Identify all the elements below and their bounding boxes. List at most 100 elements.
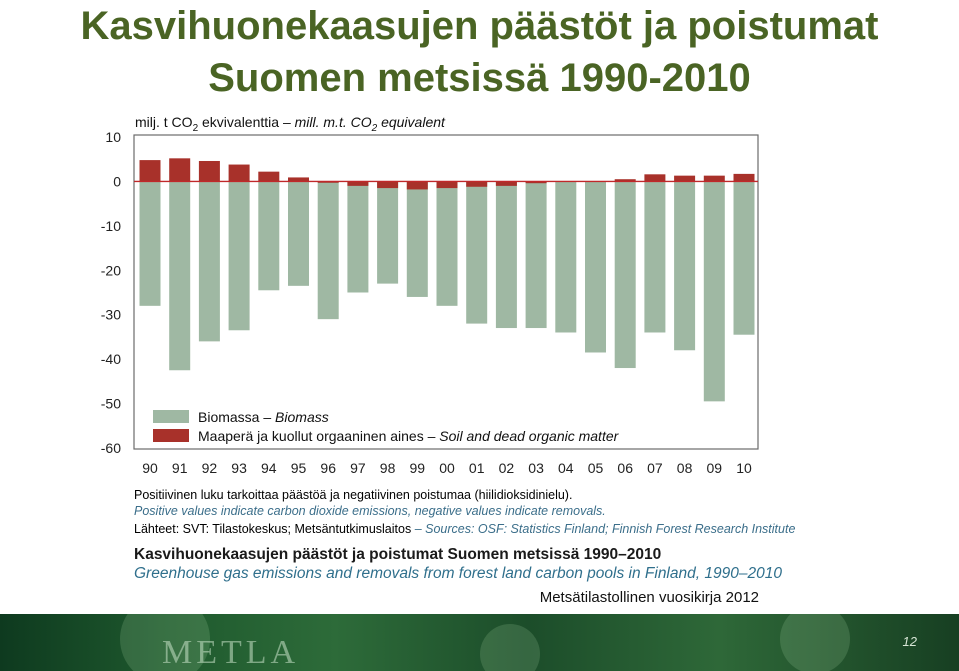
metla-logo: METLA: [162, 634, 300, 671]
biomass-bar-90: [139, 181, 161, 306]
biomass-bar-98: [377, 181, 399, 284]
page-number: 12: [902, 634, 917, 649]
x-tick-label: 91: [172, 460, 188, 476]
footer-glow-2: [480, 624, 540, 671]
x-tick-label: 05: [588, 460, 604, 476]
soil-bar-98: [377, 181, 399, 189]
biomass-bar-03: [525, 181, 547, 329]
slide-title: Kasvihuonekaasujen päästöt ja poistumat …: [0, 0, 959, 104]
slide-title-line2: Suomen metsissä 1990-2010: [208, 56, 751, 100]
legend-label-fi: Maaperä ja kuollut orgaaninen aines –: [198, 428, 439, 444]
y-tick-label: -40: [101, 351, 121, 367]
legend-label: Biomassa – Biomass: [198, 409, 329, 425]
emissions-bar-chart: milj. t CO2 ekvivalenttia – mill. m.t. C…: [101, 114, 759, 476]
soil-bar-95: [288, 177, 309, 182]
unit-en-suffix: equivalent: [377, 114, 446, 130]
y-tick-labels: 10 0 -10 -20 -30 -40 -50 -60: [101, 129, 121, 456]
biomass-bar-02: [495, 181, 517, 329]
x-tick-label: 07: [647, 460, 663, 476]
y-tick-label: -60: [101, 440, 121, 456]
x-tick-label: 96: [320, 460, 336, 476]
note-en: Positive values indicate carbon dioxide …: [134, 504, 606, 518]
soil-bar-97: [347, 181, 369, 186]
x-tick-labels: 90 91 92 93 94 95 96 97 98 99 00 01 02 03 04 05 06 07 08 09…: [142, 460, 752, 476]
x-tick-label: 95: [291, 460, 307, 476]
x-tick-label: 92: [202, 460, 218, 476]
x-tick-label: 99: [410, 460, 426, 476]
x-tick-label: 08: [677, 460, 693, 476]
footer-glow-3: [780, 614, 850, 671]
x-tick-label: 02: [499, 460, 515, 476]
x-tick-label: 04: [558, 460, 574, 476]
soil-bar-94: [258, 171, 280, 182]
y-tick-label: -20: [101, 262, 121, 278]
sources-en: – Sources: OSF: Statistics Finland; Finn…: [414, 522, 796, 536]
soil-bar-09: [703, 175, 725, 182]
biomass-bar-05: [585, 181, 606, 353]
footer-banner: METLA 12: [0, 614, 959, 671]
x-tick-label: 98: [380, 460, 396, 476]
soil-bar-10: [733, 173, 755, 182]
note-fi: Positiivinen luku tarkoittaa päästöä ja …: [134, 488, 573, 502]
y-tick-label: -10: [101, 218, 121, 234]
legend-label-en: Biomass: [275, 409, 329, 425]
biomass-bar-00: [436, 181, 458, 306]
x-tick-label: 10: [736, 460, 752, 476]
biomass-bar-07: [644, 181, 666, 333]
y-tick-label: 10: [105, 129, 121, 145]
legend-swatch: [153, 429, 189, 442]
soil-bar-96: [317, 181, 339, 183]
soil-bar-01: [466, 181, 488, 187]
x-tick-label: 00: [439, 460, 455, 476]
legend: Biomassa – Biomass Maaperä ja kuollut org…: [153, 409, 620, 444]
y-tick-label: -50: [101, 396, 121, 412]
x-tick-label: 06: [617, 460, 633, 476]
y-tick-label: 0: [113, 173, 121, 189]
y-tick-label: -30: [101, 307, 121, 323]
x-tick-label: 09: [707, 460, 723, 476]
soil-bar-00: [436, 181, 458, 189]
sources-fi: Lähteet: SVT: Tilastokeskus; Metsäntutki…: [134, 522, 415, 536]
soil-bar-93: [228, 164, 250, 182]
soil-bar-02: [495, 181, 517, 186]
x-tick-label: 03: [528, 460, 544, 476]
legend-swatch: [153, 410, 189, 423]
soil-bar-90: [139, 160, 161, 182]
biomass-bar-97: [347, 181, 369, 293]
legend-label: Maaperä ja kuollut orgaaninen aines – So…: [198, 428, 620, 444]
x-tick-label: 97: [350, 460, 366, 476]
soil-bar-06: [614, 179, 636, 182]
biomass-bar-93: [228, 181, 250, 331]
legend-label-fi: Biomassa –: [198, 409, 275, 425]
biomass-bar-01: [466, 181, 488, 324]
biomass-bar-10: [733, 181, 755, 335]
x-tick-label: 01: [469, 460, 485, 476]
footer-glow-1: [120, 614, 210, 671]
sources-line: Lähteet: SVT: Tilastokeskus; Metsäntutki…: [134, 522, 795, 536]
soil-bar-91: [169, 158, 191, 182]
soil-bar-07: [644, 174, 666, 182]
slide-title-line1: Kasvihuonekaasujen päästöt ja poistumat: [80, 4, 879, 48]
legend-label-en: Soil and dead organic matter: [439, 428, 619, 444]
bars-group: [139, 158, 755, 402]
biomass-bar-91: [169, 181, 191, 371]
biomass-bar-99: [406, 181, 428, 297]
biomass-bar-94: [258, 181, 280, 291]
caption-en: Greenhouse gas emissions and removals fr…: [134, 565, 782, 582]
unit-sub-2: 2: [371, 123, 378, 134]
soil-bar-03: [525, 181, 547, 184]
biomass-bar-09: [703, 181, 725, 402]
soil-bar-99: [406, 181, 428, 190]
unit-en-prefix: mill. m.t. CO: [295, 114, 372, 130]
yearbook-label: Metsätilastollinen vuosikirja 2012: [539, 589, 759, 606]
biomass-bar-96: [317, 181, 339, 320]
x-tick-label: 93: [231, 460, 247, 476]
soil-bar-92: [198, 160, 220, 182]
plot-frame: [133, 134, 759, 450]
biomass-bar-95: [288, 181, 309, 286]
unit-sub-1: 2: [193, 123, 199, 134]
x-tick-label: 90: [142, 460, 158, 476]
caption-fi: Kasvihuonekaasujen päästöt ja poistumat …: [134, 546, 662, 563]
biomass-bar-06: [614, 181, 636, 369]
soil-bar-08: [674, 175, 696, 182]
